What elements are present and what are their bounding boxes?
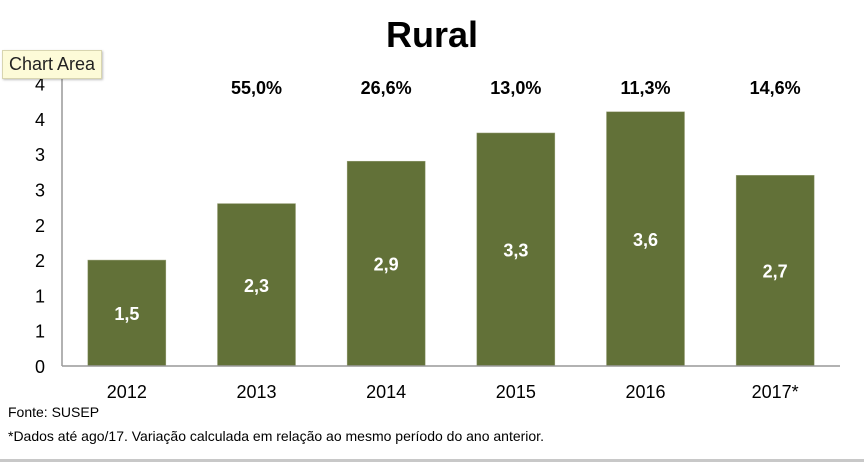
y-tick-label: 4 [35,110,45,130]
bar-2014 [346,160,426,367]
bar-2015 [476,132,556,367]
bar-2012 [87,259,167,367]
growth-label: 26,6% [361,78,412,98]
x-tick-label: 2013 [236,382,276,402]
bottom-divider [0,459,864,462]
x-tick-label: 2015 [496,382,536,402]
growth-label: 55,0% [231,78,282,98]
y-tick-label: 0 [35,357,45,377]
source-note: Fonte: SUSEP [8,404,100,420]
chart-area-tooltip: Chart Area [2,50,103,79]
x-tick-label: 2012 [107,382,147,402]
x-tick-label: 2014 [366,382,406,402]
bar-2016 [606,111,685,367]
chart-title: Rural [385,14,479,55]
y-tick-label: 3 [35,145,45,165]
y-tick-label: 2 [35,251,45,271]
y-tick-label: 1 [35,286,45,306]
y-tick-label: 3 [35,180,45,200]
footnote: *Dados até ago/17. Variação calculada em… [8,428,544,444]
bar-2017* [735,175,815,367]
x-tick-label: 2016 [625,382,665,402]
y-tick-label: 4 [35,75,45,95]
bar-value-label: 2,3 [244,276,269,296]
bar-value-label: 3,3 [503,240,528,260]
growth-label: 13,0% [490,78,541,98]
bar-value-label: 2,9 [374,255,399,275]
bar-value-label: 3,6 [633,230,658,250]
bar-value-label: 1,5 [114,304,139,324]
y-tick-label: 1 [35,322,45,342]
x-tick-label: 2017* [752,382,799,402]
bar-2013 [217,203,296,367]
y-tick-label: 2 [35,216,45,236]
growth-label: 11,3% [620,78,670,98]
growth-label: 14,6% [750,78,801,98]
bar-value-label: 2,7 [763,262,788,282]
